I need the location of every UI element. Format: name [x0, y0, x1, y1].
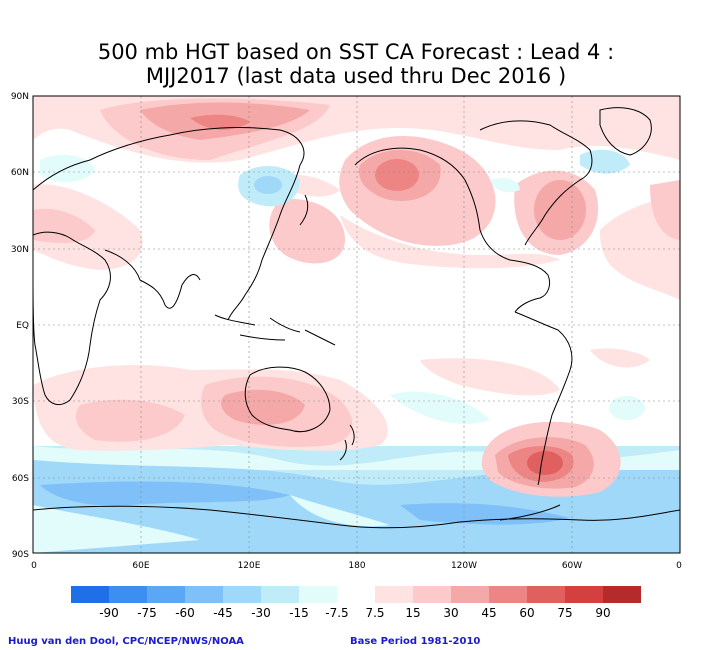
- coastlines: [33, 107, 680, 529]
- colorbar-swatch: [565, 586, 603, 603]
- colorbar: [71, 586, 641, 603]
- colorbar-swatch: [337, 586, 375, 603]
- colorbar-swatch: [603, 586, 641, 603]
- graticule: [33, 96, 680, 553]
- colorbar-tick-label: 45: [481, 606, 496, 620]
- colorbar-tick-label: 90: [595, 606, 610, 620]
- colorbar-tick-label: -45: [213, 606, 233, 620]
- colorbar-labels: -90 -75 -60 -45 -30 -15 -7.5 7.5 15 30 45 60 75 90: [99, 606, 610, 620]
- chart-title-line-2: MJJ2017 (last data used thru Dec 2016 ): [145, 64, 567, 88]
- colorbar-tick-label: -90: [99, 606, 119, 620]
- lat-label: EQ: [16, 321, 29, 331]
- colorbar-swatch: [223, 586, 261, 603]
- colorbar-tick-label: 60: [519, 606, 534, 620]
- lon-label: 0: [31, 561, 37, 571]
- lon-label: 0: [676, 561, 682, 571]
- colorbar-swatch: [527, 586, 565, 603]
- credit-text: Huug van den Dool, CPC/NCEP/NWS/NOAA: [8, 636, 244, 647]
- colorbar-swatch: [489, 586, 527, 603]
- lat-label: 30S: [12, 397, 29, 407]
- colorbar-swatch: [375, 586, 413, 603]
- colorbar-tick-label: -60: [175, 606, 195, 620]
- colorbar-tick-label: -30: [251, 606, 271, 620]
- lat-label: 60S: [12, 474, 29, 484]
- colorbar-swatch: [109, 586, 147, 603]
- colorbar-swatch: [299, 586, 337, 603]
- chart-title-line-1: 500 mb HGT based on SST CA Forecast : Le…: [97, 40, 615, 64]
- colorbar-tick-label: -75: [137, 606, 157, 620]
- lon-label: 60W: [562, 561, 582, 571]
- colorbar-tick-label: -7.5: [325, 606, 348, 620]
- colorbar-swatch: [147, 586, 185, 603]
- lat-label: 90N: [11, 92, 29, 102]
- anomaly-shading: [33, 96, 680, 553]
- lat-label: 60N: [11, 168, 29, 178]
- colorbar-tick-label: 75: [557, 606, 572, 620]
- colorbar-tick-label: 30: [443, 606, 458, 620]
- lon-label: 60E: [132, 561, 149, 571]
- colorbar-swatch: [185, 586, 223, 603]
- latitude-labels: 90N 60N 30N EQ 30S 60S 90S: [11, 92, 29, 560]
- colorbar-swatch: [413, 586, 451, 603]
- colorbar-tick-label: -15: [289, 606, 309, 620]
- colorbar-swatch: [451, 586, 489, 603]
- colorbar-tick-label: 7.5: [365, 606, 384, 620]
- lat-label: 30N: [11, 245, 29, 255]
- colorbar-swatch: [261, 586, 299, 603]
- lat-label: 90S: [12, 550, 29, 560]
- colorbar-tick-label: 15: [405, 606, 420, 620]
- longitude-labels: 0 60E 120E 180 120W 60W 0: [31, 561, 682, 571]
- lon-label: 120E: [238, 561, 261, 571]
- lon-label: 120W: [451, 561, 477, 571]
- map-frame: [32, 95, 681, 554]
- lon-label: 180: [348, 561, 365, 571]
- base-period-text: Base Period 1981-2010: [350, 636, 481, 647]
- colorbar-swatch: [71, 586, 109, 603]
